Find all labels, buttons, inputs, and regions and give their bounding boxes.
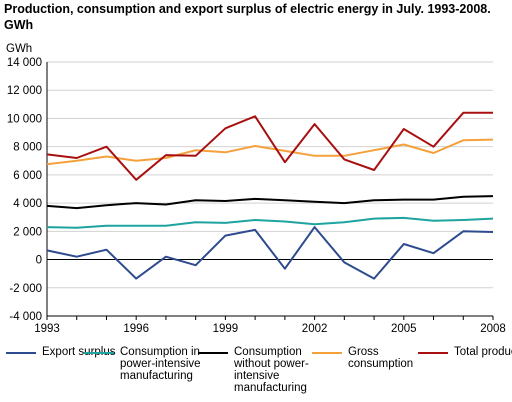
series-line-5 <box>46 111 493 181</box>
y-tick-label: 10 000 <box>7 113 42 125</box>
y-tick-label: -4 000 <box>9 311 42 323</box>
legend-label: Total production <box>454 346 512 358</box>
legend-label: Gross consumption <box>348 346 414 370</box>
line-chart: 14 000 12 000 10 000 8 000 6 000 4 000 2 000 0 -… <box>7 57 506 335</box>
legend-swatch <box>198 352 228 354</box>
y-tick-label: 12 000 <box>7 85 42 97</box>
y-tick-label: 4 000 <box>13 198 42 210</box>
y-tick-label: -2 000 <box>9 283 42 295</box>
x-tick-label: 1996 <box>123 323 149 335</box>
legend-label: Consumption in power-intensive manufactu… <box>120 346 201 382</box>
x-tick-label: 2002 <box>302 323 328 335</box>
chart-title: Production, consumption and export surpl… <box>4 2 491 32</box>
y-tick-label: 8 000 <box>13 142 42 154</box>
legend-swatch <box>84 352 114 354</box>
chart-legend: Export surplus Consumption in power-inte… <box>0 346 512 402</box>
series-line-1 <box>46 226 494 280</box>
y-tick-label: 2 000 <box>13 226 42 238</box>
y-tick-label: 6 000 <box>13 170 42 182</box>
x-tick-label: 2008 <box>480 323 506 335</box>
series-line-2 <box>46 216 494 229</box>
legend-swatch <box>418 352 448 354</box>
x-tick-label: 1999 <box>213 323 239 335</box>
y-axis-unit: GWh <box>6 43 33 55</box>
x-tick-label: 2005 <box>391 323 417 335</box>
legend-label: Consumption without power-intensive manu… <box>234 346 309 394</box>
legend-swatch <box>312 352 342 354</box>
series-line-3 <box>46 195 494 210</box>
y-tick-label: 0 <box>36 255 42 267</box>
legend-swatch <box>6 352 36 354</box>
x-tick-label: 1993 <box>34 323 60 335</box>
y-tick-label: 14 000 <box>7 57 42 69</box>
legend-label: Export surplus <box>42 346 116 358</box>
series-line-4 <box>46 138 494 166</box>
